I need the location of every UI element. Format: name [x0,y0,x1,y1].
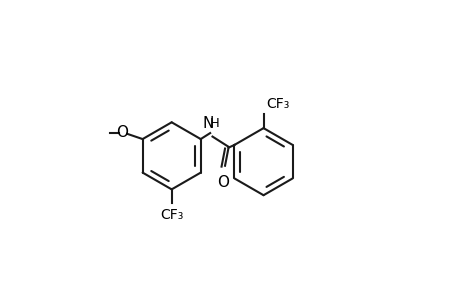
Text: CF₃: CF₃ [266,97,289,111]
Text: N: N [202,116,213,131]
Text: O: O [116,125,128,140]
Text: CF₃: CF₃ [160,208,183,222]
Text: O: O [216,175,228,190]
Text: H: H [209,117,219,130]
